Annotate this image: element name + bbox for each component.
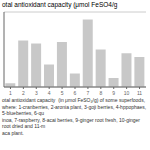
- svg-text:3: 3: [35, 90, 38, 96]
- svg-text:2: 2: [22, 90, 25, 96]
- svg-text:4: 4: [48, 90, 51, 96]
- svg-text:5: 5: [61, 90, 64, 96]
- svg-text:11: 11: [137, 90, 142, 96]
- svg-text:7: 7: [87, 90, 90, 96]
- html-text:otal antioxidant capacity (in: otal antioxidant capacity (in μmol FeSO₄…: [2, 97, 148, 136]
- svg-text:9: 9: [112, 90, 115, 96]
- svg-text:10: 10: [124, 90, 130, 96]
- svg-text:8: 8: [99, 90, 102, 96]
- svg-text:1: 1: [9, 90, 12, 96]
- svg-text:6: 6: [74, 90, 77, 96]
- html-text:otal antioxidant capacity (μmo: otal antioxidant capacity (μmol FeSO4/g: [2, 1, 118, 8]
